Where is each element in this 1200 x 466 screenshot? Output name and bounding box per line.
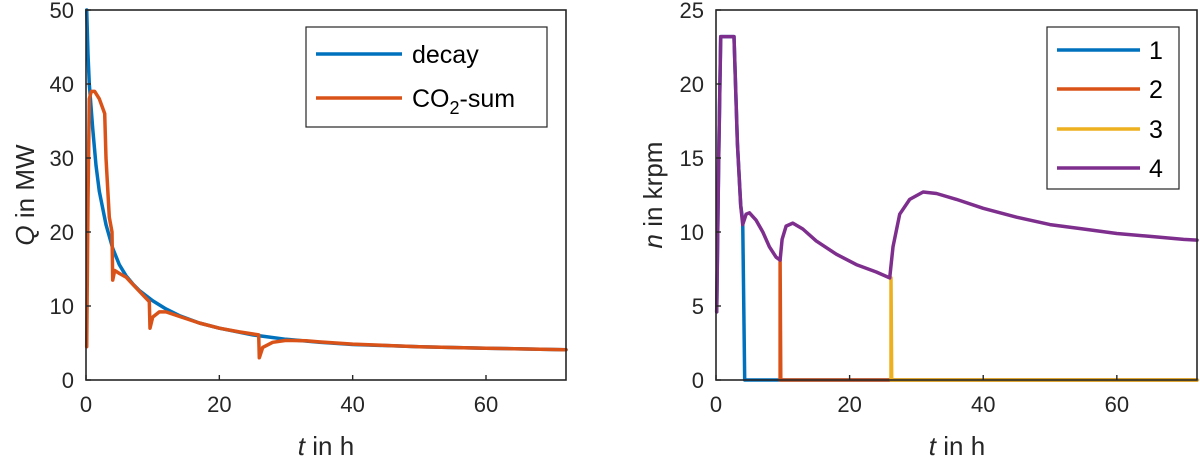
- chart-left-axes-box: [85, 9, 567, 381]
- chart-left-y-tick-label: 0: [62, 368, 74, 393]
- chart-right-y-tick-label: 5: [692, 294, 704, 319]
- chart-left-lines: [84, 8, 568, 360]
- chart-left-x-axis-variable: t: [298, 431, 307, 461]
- chart-left-y-tick-label: 30: [50, 146, 74, 171]
- chart-right-series-2: [778, 258, 1199, 382]
- legend-label-1: 1: [1149, 37, 1163, 65]
- chart-right-y-tick-label: 20: [680, 72, 704, 97]
- chart-left-series-co-sum: [84, 89, 568, 360]
- chart-right-x-tick-label: 60: [1105, 392, 1129, 417]
- chart-right-x-tick-label: 20: [837, 392, 861, 417]
- chart-right-series-3: [889, 276, 1199, 382]
- chart-right: 0 20 40 60 0 5 10 15 20 25 t in h n in krpm 1 2 3…: [638, 0, 1199, 461]
- chart-right-axes-box: [715, 9, 1198, 381]
- chart-right-x-axis-unit: in h: [936, 431, 985, 461]
- chart-left-y-tick-label: 10: [50, 294, 74, 319]
- chart-left-y-axis-unit: in MW: [10, 144, 40, 225]
- chart-right-x-tick-label: 0: [710, 392, 722, 417]
- chart-right-ticks: 0 20 40 60 0 5 10 15 20 25: [680, 0, 1130, 417]
- chart-right-y-axis-label: n in krpm: [638, 142, 668, 249]
- chart-left-x-axis-label: t in h: [298, 431, 354, 461]
- legend-label-2: 2: [1149, 76, 1163, 104]
- chart-left-y-axis-label: Q in MW: [10, 144, 40, 246]
- chart-right-y-axis-unit: in krpm: [638, 142, 668, 234]
- chart-right-legend: 1 2 3 4: [1046, 26, 1180, 190]
- chart-right-x-axis-variable: t: [929, 431, 938, 461]
- chart-right-y-tick-label: 10: [680, 220, 704, 245]
- chart-right-y-tick-label: 15: [680, 146, 704, 171]
- legend-label-3: 3: [1149, 116, 1163, 144]
- chart-left-x-tick-label: 0: [80, 392, 92, 417]
- chart-left-x-tick-label: 60: [474, 392, 498, 417]
- chart-left-ticks: 0 20 40 60 0 10 20 30 40 50: [50, 0, 499, 417]
- chart-left-x-tick-label: 40: [340, 392, 364, 417]
- chart-left-legend-box: [305, 26, 548, 128]
- chart-left-y-axis-variable: Q: [10, 225, 40, 245]
- chart-right-y-tick-label: 0: [692, 368, 704, 393]
- chart-right-y-axis-variable: n: [638, 234, 668, 248]
- chart-left-x-tick-label: 20: [207, 392, 231, 417]
- chart-left-y-tick-label: 20: [50, 220, 74, 245]
- chart-right-x-axis-label: t in h: [929, 431, 985, 461]
- chart-left-legend: decay CO2-sum: [305, 26, 548, 128]
- chart-left-y-tick-label: 40: [50, 72, 74, 97]
- chart-right-series-4: [714, 34, 1199, 314]
- chart-right-legend-box: [1046, 26, 1180, 190]
- chart-right-y-tick-label: 25: [680, 0, 704, 23]
- legend-label-co2-sum: CO2-sum: [412, 85, 515, 118]
- chart-left-y-tick-label: 50: [50, 0, 74, 23]
- legend-label-decay: decay: [412, 41, 479, 69]
- chart-right-x-tick-label: 40: [971, 392, 995, 417]
- chart-left: 0 20 40 60 0 10 20 30 40 50 t in h Q in MW decay …: [10, 0, 568, 461]
- legend-label-4: 4: [1149, 155, 1163, 183]
- chart-left-x-axis-unit: in h: [305, 431, 354, 461]
